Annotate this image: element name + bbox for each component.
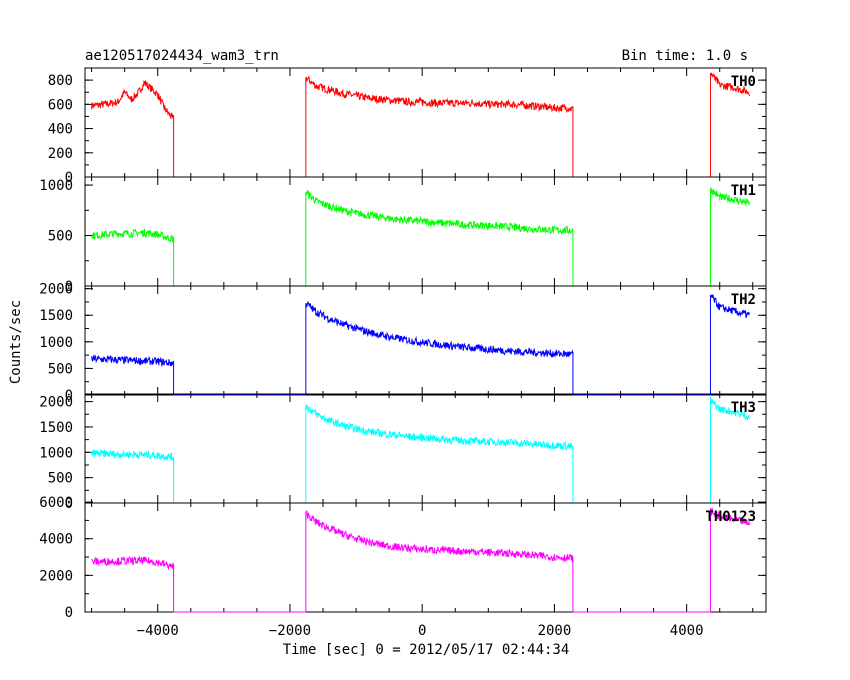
chart-title: ae120517024434_wam3_trn bbox=[85, 48, 279, 64]
panel-label-th0: TH0 bbox=[731, 74, 756, 90]
y-tick-label-th3: 2000 bbox=[39, 395, 73, 411]
series-line-th3 bbox=[91, 395, 750, 504]
y-tick-label-th0: 400 bbox=[48, 122, 73, 138]
panel-label-th1: TH1 bbox=[731, 183, 756, 199]
y-tick-label-th0123: 2000 bbox=[39, 568, 73, 584]
x-axis-label: Time [sec] 0 = 2012/05/17 02:44:34 bbox=[283, 642, 570, 658]
y-tick-label-th2: 1000 bbox=[39, 335, 73, 351]
y-tick-label-th2: 1500 bbox=[39, 308, 73, 324]
panel-label-th2: TH2 bbox=[731, 292, 756, 308]
panel-label-th0123: TH0123 bbox=[705, 509, 756, 525]
panel-frame-th0123 bbox=[84, 502, 767, 613]
y-tick-label-th2: 500 bbox=[48, 361, 73, 377]
y-tick-label-th2: 0 bbox=[65, 388, 73, 404]
y-tick-label-th0: 200 bbox=[48, 146, 73, 162]
y-tick-label-th3: 1000 bbox=[39, 445, 73, 461]
y-tick-label-th0123: 4000 bbox=[39, 532, 73, 548]
y-tick-label-th1: 1000 bbox=[39, 178, 73, 194]
x-tick-label: 0 bbox=[418, 623, 426, 639]
y-tick-label-th1: 500 bbox=[48, 229, 73, 245]
panel-frame-th2 bbox=[84, 285, 767, 396]
y-tick-label-th3: 0 bbox=[65, 496, 73, 512]
bin-time-label: Bin time: 1.0 s bbox=[622, 48, 748, 64]
y-tick-label-th2: 2000 bbox=[39, 282, 73, 298]
panels-group: 0 200 400 600 800 TH0 0 500 1000 TH1 0 500 1000 1500 2… bbox=[39, 67, 767, 639]
y-axis-label: Counts/sec bbox=[8, 300, 24, 384]
y-tick-label-th0: 600 bbox=[48, 97, 73, 113]
y-tick-label-th3: 500 bbox=[48, 471, 73, 487]
panel-frame-th0 bbox=[84, 67, 767, 178]
y-tick-label-th0: 0 bbox=[65, 170, 73, 186]
x-tick-label: 2000 bbox=[538, 623, 572, 639]
x-tick-label: 4000 bbox=[670, 623, 704, 639]
y-tick-label-th0: 800 bbox=[48, 73, 73, 89]
x-tick-label: −4000 bbox=[137, 623, 179, 639]
y-tick-label-th0123: 6000 bbox=[39, 495, 73, 511]
series-line-th0 bbox=[91, 72, 750, 178]
series-line-th2 bbox=[91, 294, 750, 396]
panel-frame-th1 bbox=[84, 176, 767, 287]
panel-label-th3: TH3 bbox=[731, 400, 756, 416]
panel-frame-th3 bbox=[84, 393, 767, 504]
y-tick-label-th0123: 0 bbox=[65, 605, 73, 621]
series-line-th0123 bbox=[91, 507, 750, 613]
y-tick-label-th1: 0 bbox=[65, 279, 73, 295]
y-tick-label-th3: 1500 bbox=[39, 420, 73, 436]
x-tick-label: −2000 bbox=[269, 623, 311, 639]
series-line-th1 bbox=[91, 187, 750, 287]
